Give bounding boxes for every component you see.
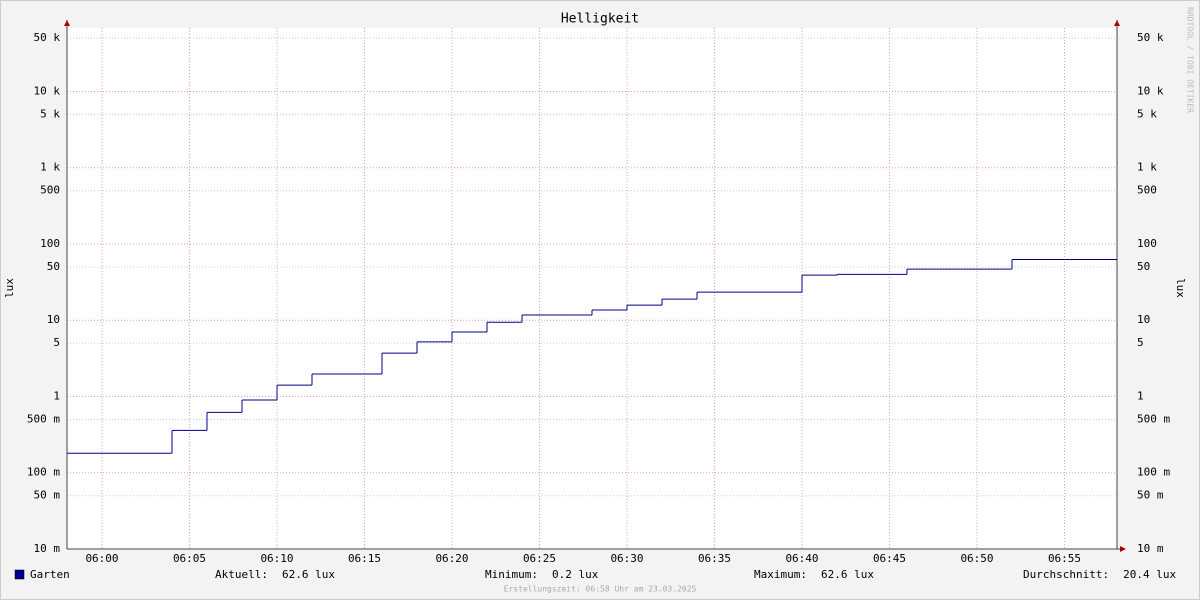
y-tick-label: 100 bbox=[40, 237, 60, 250]
stat-value: 20.4 lux bbox=[1123, 568, 1176, 581]
x-tick-label: 06:25 bbox=[523, 552, 556, 565]
y-tick-label: 50 m bbox=[34, 489, 61, 502]
y2-tick-label: 50 k bbox=[1137, 31, 1164, 44]
x-tick-label: 06:20 bbox=[435, 552, 468, 565]
y2-tick-label: 1 k bbox=[1137, 161, 1157, 174]
axis-arrow bbox=[1120, 546, 1126, 552]
stat-label: Durchschnitt: bbox=[1023, 568, 1109, 581]
watermark: RRDTOOL / TOBI OETIKER bbox=[1186, 7, 1195, 113]
legend-label: Garten bbox=[30, 568, 70, 581]
y-tick-label: 5 bbox=[53, 336, 60, 349]
legend-swatch bbox=[14, 569, 25, 580]
y2-tick-label: 10 m bbox=[1137, 542, 1164, 555]
y-tick-label: 1 bbox=[53, 389, 60, 402]
y2-tick-label: 500 bbox=[1137, 184, 1157, 197]
x-tick-label: 06:00 bbox=[85, 552, 118, 565]
x-tick-label: 06:10 bbox=[260, 552, 293, 565]
y2-tick-label: 5 k bbox=[1137, 107, 1157, 120]
y2-axis-label: lux bbox=[1174, 278, 1187, 298]
y2-tick-label: 10 bbox=[1137, 313, 1150, 326]
y2-tick-label: 50 m bbox=[1137, 489, 1164, 502]
stat-label: Maximum: bbox=[754, 568, 807, 581]
x-tick-label: 06:45 bbox=[873, 552, 906, 565]
axis-arrow bbox=[1114, 20, 1120, 26]
footer: Erstellungszeit: 06:58 Uhr am 23.03.2025 bbox=[504, 585, 697, 594]
x-tick-label: 06:15 bbox=[348, 552, 381, 565]
stat-label: Minimum: bbox=[485, 568, 538, 581]
y-tick-label: 10 bbox=[47, 313, 60, 326]
stat-label: Aktuell: bbox=[215, 568, 268, 581]
x-tick-label: 06:50 bbox=[960, 552, 993, 565]
y-tick-label: 50 k bbox=[34, 31, 61, 44]
y-tick-label: 50 bbox=[47, 260, 60, 273]
chart-title: Helligkeit bbox=[561, 12, 639, 27]
y-tick-label: 10 k bbox=[34, 84, 61, 97]
axis-arrow bbox=[64, 20, 70, 26]
y-tick-label: 100 m bbox=[27, 466, 60, 479]
y-tick-label: 500 bbox=[40, 184, 60, 197]
plot-area bbox=[67, 28, 1117, 549]
stat-value: 62.6 lux bbox=[282, 568, 335, 581]
x-tick-label: 06:30 bbox=[610, 552, 643, 565]
y2-tick-label: 5 bbox=[1137, 336, 1144, 349]
y-tick-label: 500 m bbox=[27, 412, 60, 425]
y-tick-label: 5 k bbox=[40, 107, 60, 120]
y-axis-label: lux bbox=[3, 278, 16, 298]
x-tick-label: 06:35 bbox=[698, 552, 731, 565]
y2-tick-label: 100 m bbox=[1137, 466, 1170, 479]
y-tick-label: 1 k bbox=[40, 161, 60, 174]
x-tick-label: 06:40 bbox=[785, 552, 818, 565]
y2-tick-label: 10 k bbox=[1137, 84, 1164, 97]
x-tick-label: 06:55 bbox=[1048, 552, 1081, 565]
y2-tick-label: 1 bbox=[1137, 389, 1144, 402]
y2-tick-label: 100 bbox=[1137, 237, 1157, 250]
y2-tick-label: 50 bbox=[1137, 260, 1150, 273]
y-tick-label: 10 m bbox=[34, 542, 61, 555]
x-tick-label: 06:05 bbox=[173, 552, 206, 565]
stat-value: 62.6 lux bbox=[821, 568, 874, 581]
y2-tick-label: 500 m bbox=[1137, 412, 1170, 425]
stat-value: 0.2 lux bbox=[552, 568, 599, 581]
